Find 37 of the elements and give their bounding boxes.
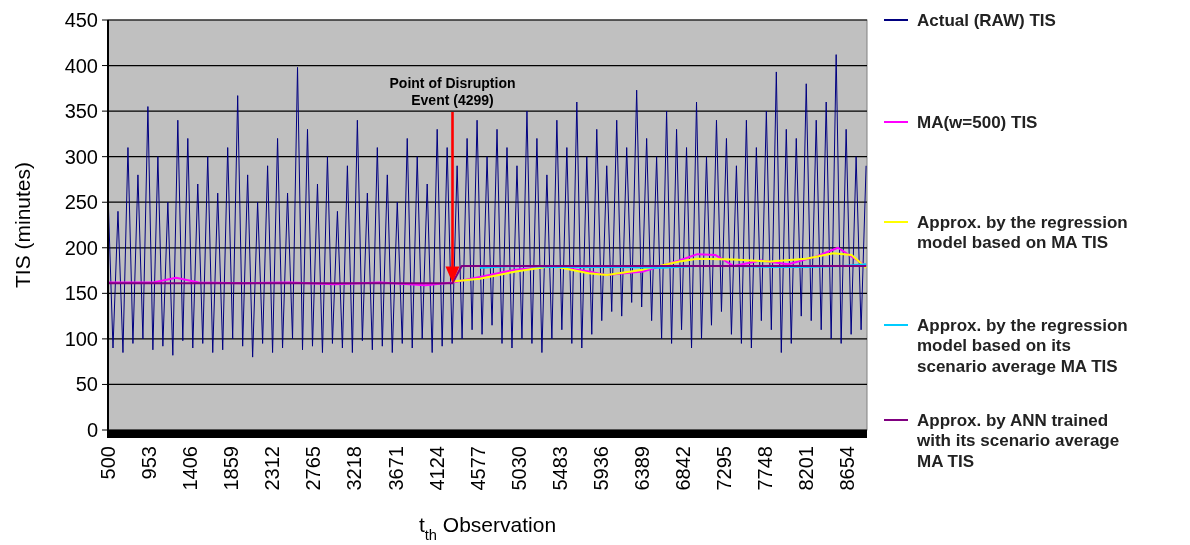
y-tick-label: 50 <box>75 373 98 396</box>
x-tick-label: 1859 <box>220 446 243 491</box>
x-tick-label: 2765 <box>302 446 325 491</box>
x-tick-label: 8201 <box>795 446 818 491</box>
y-tick-label: 150 <box>64 282 98 305</box>
legend-label: Actual (RAW) TIS <box>917 10 1056 30</box>
legend-label: Approx. by the regression model based on MA TIS <box>917 212 1128 253</box>
x-tick-label: 6842 <box>672 446 695 491</box>
x-tick-label: 3218 <box>343 446 366 491</box>
ref-line-label: Point of Disruption Event (4299) <box>389 75 516 108</box>
y-tick-label: 400 <box>64 54 98 77</box>
x-tick-label: 1406 <box>179 446 202 491</box>
x-tick-label: 3671 <box>384 446 407 491</box>
x-tick-label: 6389 <box>631 446 654 491</box>
x-axis-title: t$_{th}$ Observation <box>418 513 557 543</box>
legend-label: Approx. by ANN trained with its scenario average MA TIS <box>916 410 1120 471</box>
y-tick-label: 350 <box>64 100 98 123</box>
y-tick-label: 100 <box>64 327 98 350</box>
x-tick-label: 500 <box>97 446 119 480</box>
x-tick-label: 4577 <box>466 446 489 491</box>
legend-label: Approx. by the regression model based on its scenario average MA TIS <box>917 315 1128 376</box>
x-tick-label: 4124 <box>425 446 448 491</box>
x-tick-label: 953 <box>138 446 161 480</box>
y-tick-label: 200 <box>64 236 98 259</box>
y-axis-title: TIS (minutes) <box>11 161 34 289</box>
y-tick-label: 0 <box>86 419 98 441</box>
legend-label: MA(w=500) TIS <box>917 112 1038 132</box>
y-tick-label: 450 <box>64 9 98 31</box>
y-tick-label: 250 <box>64 191 98 214</box>
y-tick-label: 300 <box>64 145 98 168</box>
x-tick-label: 7295 <box>713 446 736 491</box>
x-tick-label: 8654 <box>836 446 859 491</box>
x-tick-label: 7748 <box>754 446 777 491</box>
x-tick-label: 5936 <box>589 446 612 491</box>
x-tick-label: 5030 <box>507 446 530 491</box>
x-tick-label: 2312 <box>261 446 284 491</box>
x-tick-label: 5483 <box>548 446 571 491</box>
